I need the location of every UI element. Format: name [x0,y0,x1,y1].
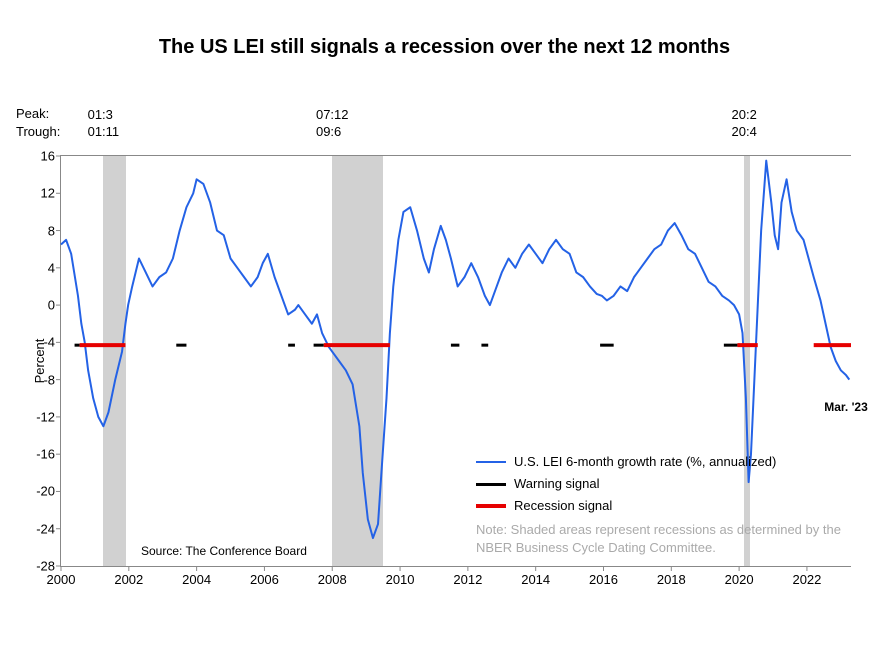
note-text: Note: Shaded areas represent recessions … [476,521,876,557]
y-tick-label: -4 [43,335,55,350]
legend-label: Recession signal [514,495,612,517]
y-tick-label: 4 [48,260,55,275]
y-tick-label: 8 [48,223,55,238]
x-tick-label: 2018 [657,572,686,587]
peak-trough-annotation: 07:1209:6 [316,106,349,140]
x-tick-label: 2000 [47,572,76,587]
y-tick-label: -12 [36,409,55,424]
legend-swatch-recession [476,504,506,508]
y-tick-label: 12 [41,186,55,201]
legend-label: Warning signal [514,473,600,495]
x-tick-label: 2014 [521,572,550,587]
legend-swatch-warning [476,483,506,486]
peak-trough-annotation: 20:220:4 [732,106,757,140]
plot-area: Percent U.S. LEI 6-month growth rate (%,… [60,155,851,567]
peak-trough-annotation: 01:301:11 [88,106,120,140]
x-tick-label: 2006 [250,572,279,587]
peak-row-label: Peak: [16,106,49,121]
x-tick-label: 2010 [386,572,415,587]
y-tick-label: 16 [41,149,55,164]
x-tick-label: 2002 [114,572,143,587]
x-tick-label: 2012 [453,572,482,587]
series-end-label: Mar. '23 [824,400,868,414]
x-tick-label: 2020 [725,572,754,587]
x-tick-label: 2016 [589,572,618,587]
x-tick-label: 2008 [318,572,347,587]
legend-label: U.S. LEI 6-month growth rate (%, annuali… [514,451,776,473]
chart-title: The US LEI still signals a recession ove… [0,36,889,59]
y-tick-label: 0 [48,298,55,313]
legend-item: Warning signal [476,473,776,495]
source-text: Source: The Conference Board [141,544,307,558]
y-tick-label: -20 [36,484,55,499]
x-tick-label: 2004 [182,572,211,587]
y-tick-label: -24 [36,521,55,536]
legend-item: U.S. LEI 6-month growth rate (%, annuali… [476,451,776,473]
y-tick-label: -16 [36,447,55,462]
legend-item: Recession signal [476,495,776,517]
legend: U.S. LEI 6-month growth rate (%, annuali… [476,451,776,517]
y-tick-label: -8 [43,372,55,387]
x-tick-label: 2022 [792,572,821,587]
chart-container: The US LEI still signals a recession ove… [0,0,889,645]
trough-row-label: Trough: [16,124,60,139]
legend-swatch-lei [476,461,506,463]
